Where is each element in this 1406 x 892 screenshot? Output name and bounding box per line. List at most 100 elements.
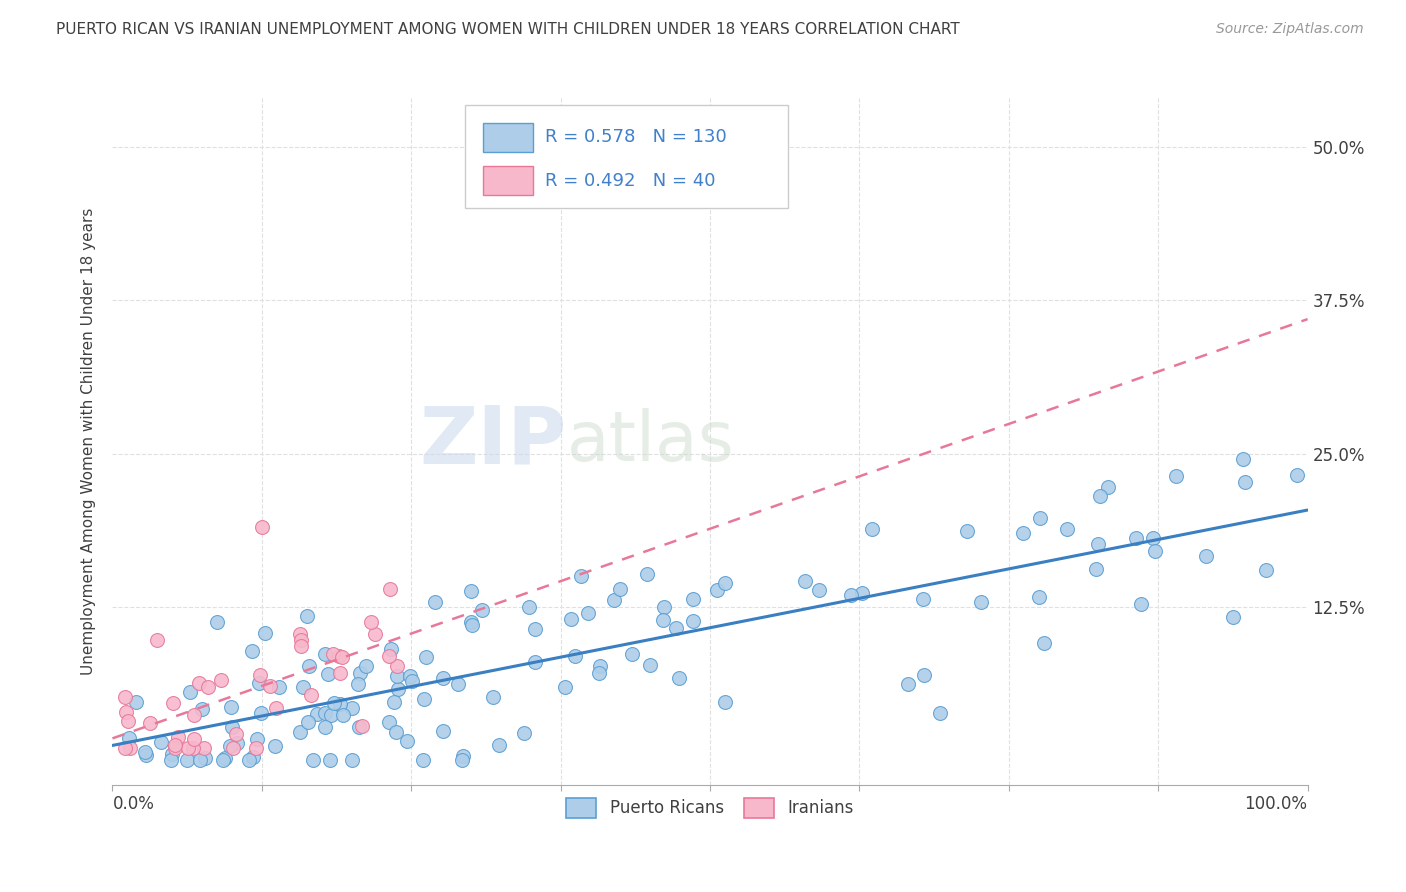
- Point: [471, 603, 494, 617]
- Point: [1286, 468, 1309, 483]
- Point: [162, 697, 184, 711]
- Point: [517, 599, 540, 614]
- Point: [354, 659, 377, 673]
- Point: [176, 753, 198, 767]
- Point: [145, 632, 167, 647]
- Point: [177, 741, 200, 756]
- Point: [385, 668, 408, 682]
- Point: [188, 676, 211, 690]
- Point: [305, 706, 328, 721]
- Point: [385, 724, 408, 739]
- Point: [1233, 475, 1256, 489]
- Point: [929, 706, 952, 720]
- Point: [911, 592, 934, 607]
- Y-axis label: Unemployment Among Women with Children Under 18 years: Unemployment Among Women with Children U…: [80, 208, 96, 675]
- Point: [1125, 531, 1147, 545]
- Point: [399, 669, 422, 683]
- Point: [569, 569, 592, 583]
- Point: [290, 725, 312, 739]
- Point: [134, 745, 156, 759]
- Point: [665, 621, 688, 635]
- Point: [1142, 531, 1164, 545]
- Point: [360, 615, 382, 630]
- Point: [183, 732, 205, 747]
- Point: [314, 647, 336, 661]
- Point: [219, 700, 242, 714]
- Point: [382, 695, 405, 709]
- Point: [1088, 489, 1111, 503]
- Point: [1129, 597, 1152, 611]
- Point: [183, 707, 205, 722]
- Point: [1254, 563, 1277, 577]
- Point: [651, 613, 673, 627]
- Point: [897, 677, 920, 691]
- Point: [290, 633, 312, 648]
- Point: [412, 753, 434, 767]
- Point: [249, 706, 271, 720]
- Point: [209, 673, 232, 688]
- Point: [340, 753, 363, 767]
- Point: [1222, 610, 1244, 624]
- Point: [589, 658, 612, 673]
- Point: [377, 715, 399, 730]
- Point: [319, 708, 342, 723]
- Point: [714, 695, 737, 709]
- Point: [253, 626, 276, 640]
- Point: [240, 644, 263, 658]
- Point: [135, 748, 157, 763]
- Point: [602, 593, 624, 607]
- Point: [713, 575, 735, 590]
- Point: [264, 739, 287, 753]
- Point: [179, 684, 201, 698]
- Text: 100.0%: 100.0%: [1244, 795, 1308, 813]
- Point: [314, 720, 336, 734]
- Point: [682, 614, 704, 628]
- Point: [412, 692, 434, 706]
- Point: [190, 702, 212, 716]
- Point: [221, 720, 243, 734]
- Point: [328, 649, 350, 664]
- Point: [349, 666, 371, 681]
- Point: [1011, 526, 1033, 541]
- Point: [576, 607, 599, 621]
- Point: [267, 681, 290, 695]
- Point: [211, 753, 233, 767]
- Point: [291, 680, 314, 694]
- Point: [332, 708, 354, 723]
- Point: [347, 677, 370, 691]
- Text: PUERTO RICAN VS IRANIAN UNEMPLOYMENT AMONG WOMEN WITH CHILDREN UNDER 18 YEARS CO: PUERTO RICAN VS IRANIAN UNEMPLOYMENT AMO…: [56, 22, 960, 37]
- Point: [160, 753, 183, 767]
- Point: [380, 582, 402, 596]
- Point: [432, 671, 454, 685]
- Point: [460, 583, 482, 598]
- Point: [266, 700, 288, 714]
- Point: [447, 677, 470, 691]
- Point: [524, 622, 547, 636]
- Point: [188, 753, 211, 767]
- Point: [564, 648, 586, 663]
- Point: [330, 649, 353, 664]
- Point: [1056, 522, 1078, 536]
- Point: [423, 595, 446, 609]
- Point: [380, 642, 402, 657]
- Point: [297, 658, 319, 673]
- Point: [238, 753, 260, 767]
- Point: [912, 667, 935, 681]
- Legend: Puerto Ricans, Iranians: Puerto Ricans, Iranians: [560, 791, 860, 825]
- Point: [396, 734, 419, 748]
- Point: [118, 731, 141, 745]
- Text: R = 0.492   N = 40: R = 0.492 N = 40: [546, 171, 716, 189]
- Point: [183, 741, 205, 756]
- Point: [794, 574, 817, 589]
- Point: [290, 639, 312, 653]
- Point: [807, 583, 830, 598]
- Point: [1028, 591, 1050, 605]
- Point: [488, 739, 510, 753]
- Point: [318, 667, 340, 681]
- Point: [115, 705, 138, 719]
- FancyBboxPatch shape: [465, 105, 787, 208]
- Point: [219, 739, 242, 754]
- Point: [163, 738, 186, 752]
- Text: R = 0.578   N = 130: R = 0.578 N = 130: [546, 128, 727, 146]
- Point: [956, 524, 979, 538]
